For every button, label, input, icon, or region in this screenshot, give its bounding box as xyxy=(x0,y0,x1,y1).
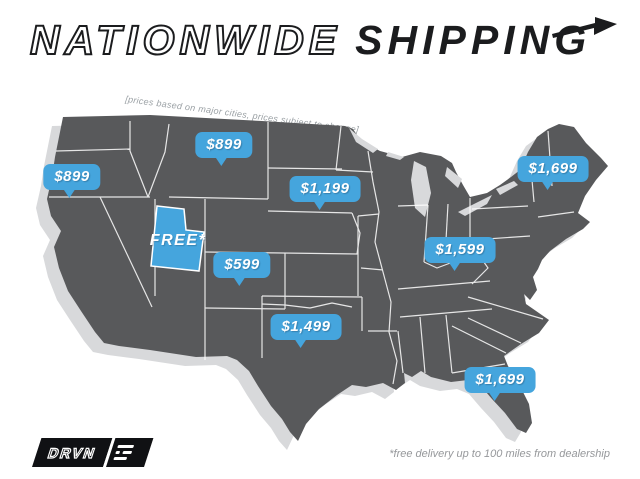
price-tag-mountain-north: $899 xyxy=(195,132,253,166)
page-title: NATIONWIDE SHIPPING xyxy=(29,17,592,63)
price-tag-plains: $1,199 xyxy=(289,176,361,210)
drvn-logo: DRVN xyxy=(32,438,154,467)
price-tag-southeast: $1,699 xyxy=(464,367,536,401)
brand-name: DRVN xyxy=(46,444,100,461)
price-tag-four-corners: $599 xyxy=(213,252,271,286)
title-solid-word: SHIPPING xyxy=(355,17,592,63)
free-state-label: FREE* xyxy=(149,232,207,249)
free-delivery-disclaimer: *free delivery up to 100 miles from deal… xyxy=(389,448,610,460)
price-tag-midwest: $1,599 xyxy=(424,237,496,271)
drvn-logo-wordmark: DRVN xyxy=(32,438,113,467)
title-outline-word: NATIONWIDE xyxy=(29,17,342,63)
price-tag-northeast: $1,699 xyxy=(517,156,589,190)
free-state-utah xyxy=(150,205,205,272)
great-lakes xyxy=(349,128,518,217)
price-tag-south-central: $1,499 xyxy=(270,314,342,348)
price-tag-pacific: $899 xyxy=(43,164,101,198)
right-arrow-icon xyxy=(552,17,617,38)
